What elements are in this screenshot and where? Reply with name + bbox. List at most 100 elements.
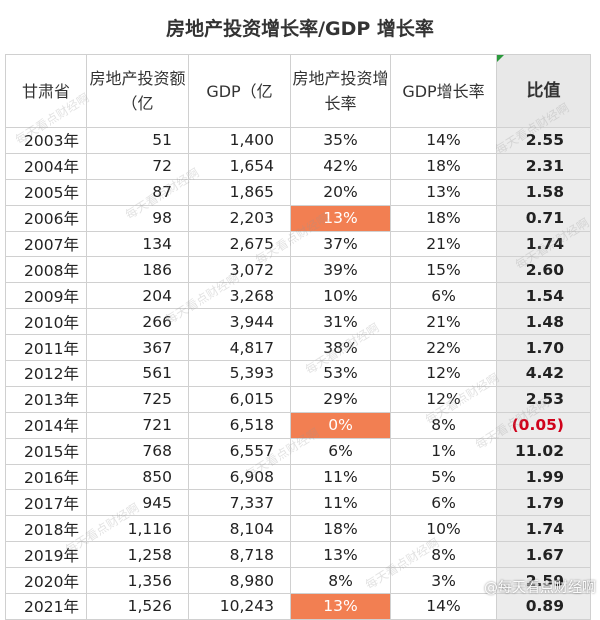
cell-gdp: 10,243 <box>188 593 291 620</box>
table-row: 2021年 1,526 10,243 13% 14% 0.89 <box>5 593 591 620</box>
cell-investment: 134 <box>86 230 189 258</box>
cell-gdp-growth: 13% <box>390 178 497 206</box>
cell-investment: 72 <box>86 152 189 180</box>
cell-gdp-growth: 18% <box>390 152 497 180</box>
cell-investment: 367 <box>86 334 189 362</box>
cell-ratio: 1.58 <box>496 178 591 206</box>
cell-investment: 266 <box>86 308 189 336</box>
cell-year: 2018年 <box>5 515 87 543</box>
header-ratio: 比值 <box>496 54 591 128</box>
cell-ratio: 1.70 <box>496 334 591 362</box>
cell-investment: 768 <box>86 437 189 465</box>
cell-ratio: 1.99 <box>496 463 591 491</box>
cell-investment: 51 <box>86 127 189 154</box>
cell-year: 2003年 <box>5 127 87 154</box>
cell-gdp-growth: 21% <box>390 230 497 258</box>
cell-invest-growth: 29% <box>290 385 391 413</box>
brand-watermark: @每天看点财经啊 <box>484 580 596 596</box>
cell-gdp: 3,944 <box>188 308 291 336</box>
cell-gdp: 8,104 <box>188 515 291 543</box>
cell-gdp: 5,393 <box>188 360 291 387</box>
cell-ratio: 2.53 <box>496 385 591 413</box>
cell-gdp: 6,518 <box>188 411 291 439</box>
cell-ratio: (0.05) <box>496 411 591 439</box>
cell-invest-growth: 18% <box>290 515 391 543</box>
cell-year: 2017年 <box>5 489 87 517</box>
cell-ratio: 1.54 <box>496 282 591 310</box>
cell-year: 2005年 <box>5 178 87 206</box>
cell-invest-growth: 13% <box>290 541 391 569</box>
table-row: 2009年 204 3,268 10% 6% 1.54 <box>5 282 591 310</box>
cell-year: 2013年 <box>5 385 87 413</box>
cell-invest-growth: 13% <box>290 204 391 232</box>
header-investment: 房地产投资额（亿 <box>86 54 189 128</box>
table-body: 2003年 51 1,400 35% 14% 2.55 2004年 72 1,654 42% 18%… <box>5 127 591 620</box>
table-row: 2015年 768 6,557 6% 1% 11.02 <box>5 437 591 465</box>
cell-ratio: 0.71 <box>496 204 591 232</box>
cell-year: 2014年 <box>5 411 87 439</box>
cell-invest-growth: 6% <box>290 437 391 465</box>
cell-invest-growth: 11% <box>290 463 391 491</box>
cell-gdp-growth: 5% <box>390 463 497 491</box>
table-row: 2004年 72 1,654 42% 18% 2.31 <box>5 152 591 180</box>
table-row: 2020年 1,356 8,980 8% 3% 2.59 <box>5 567 591 595</box>
cell-gdp-growth: 10% <box>390 515 497 543</box>
header-gdp: GDP（亿 <box>188 54 291 128</box>
cell-ratio: 1.79 <box>496 489 591 517</box>
cell-invest-growth: 53% <box>290 360 391 387</box>
table-row: 2010年 266 3,944 31% 21% 1.48 <box>5 308 591 336</box>
cell-invest-growth: 20% <box>290 178 391 206</box>
cell-ratio: 4.42 <box>496 360 591 387</box>
cell-year: 2008年 <box>5 256 87 284</box>
cell-invest-growth: 42% <box>290 152 391 180</box>
table-row: 2007年 134 2,675 37% 21% 1.74 <box>5 230 591 258</box>
header-province: 甘肃省 <box>5 54 87 128</box>
cell-invest-growth: 13% <box>290 593 391 620</box>
table-row: 2003年 51 1,400 35% 14% 2.55 <box>5 127 591 154</box>
cell-investment: 721 <box>86 411 189 439</box>
cell-invest-growth: 35% <box>290 127 391 154</box>
cell-year: 2011年 <box>5 334 87 362</box>
cell-gdp-growth: 12% <box>390 385 497 413</box>
cell-investment: 186 <box>86 256 189 284</box>
cell-gdp: 1,654 <box>188 152 291 180</box>
cell-year: 2009年 <box>5 282 87 310</box>
cell-gdp-growth: 22% <box>390 334 497 362</box>
table-row: 2014年 721 6,518 0% 8% (0.05) <box>5 411 591 439</box>
cell-year: 2015年 <box>5 437 87 465</box>
cell-investment: 1,356 <box>86 567 189 595</box>
cell-investment: 725 <box>86 385 189 413</box>
cell-gdp: 3,072 <box>188 256 291 284</box>
cell-gdp: 2,203 <box>188 204 291 232</box>
table-row: 2016年 850 6,908 11% 5% 1.99 <box>5 463 591 491</box>
table-row: 2006年 98 2,203 13% 18% 0.71 <box>5 204 591 232</box>
cell-ratio: 2.59 <box>496 567 591 595</box>
cell-gdp-growth: 18% <box>390 204 497 232</box>
cell-ratio: 1.67 <box>496 541 591 569</box>
cell-year: 2007年 <box>5 230 87 258</box>
cell-gdp: 6,908 <box>188 463 291 491</box>
cell-ratio: 2.55 <box>496 127 591 154</box>
cell-year: 2016年 <box>5 463 87 491</box>
cell-investment: 1,258 <box>86 541 189 569</box>
cell-gdp: 4,817 <box>188 334 291 362</box>
cell-ratio: 1.74 <box>496 230 591 258</box>
cell-gdp: 6,557 <box>188 437 291 465</box>
cell-gdp: 3,268 <box>188 282 291 310</box>
table-row: 2017年 945 7,337 11% 6% 1.79 <box>5 489 591 517</box>
cell-ratio: 1.74 <box>496 515 591 543</box>
cell-year: 2006年 <box>5 204 87 232</box>
cell-ratio: 2.31 <box>496 152 591 180</box>
cell-year: 2021年 <box>5 593 87 620</box>
cell-gdp-growth: 8% <box>390 411 497 439</box>
cell-investment: 87 <box>86 178 189 206</box>
cell-investment: 850 <box>86 463 189 491</box>
cell-year: 2004年 <box>5 152 87 180</box>
cell-invest-growth: 37% <box>290 230 391 258</box>
table-row: 2008年 186 3,072 39% 15% 2.60 <box>5 256 591 284</box>
cell-gdp-growth: 14% <box>390 127 497 154</box>
table-title: 房地产投资增长率/GDP 增长率 <box>0 0 600 54</box>
table-row: 2013年 725 6,015 29% 12% 2.53 <box>5 385 591 413</box>
cell-gdp: 6,015 <box>188 385 291 413</box>
cell-investment: 204 <box>86 282 189 310</box>
